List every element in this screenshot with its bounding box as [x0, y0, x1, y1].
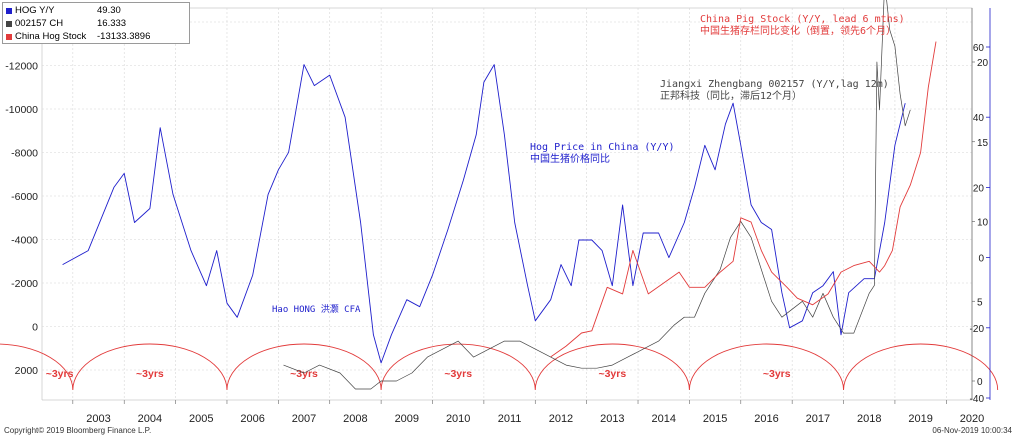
legend: HOG Y/Y 49.30 002157 CH 16.333 China Hog… — [2, 2, 190, 44]
x-tick-label: 2009 — [395, 413, 419, 425]
legend-item-hog: HOG Y/Y 49.30 — [6, 4, 186, 17]
legend-value: 16.333 — [97, 18, 127, 29]
cycle-label: ~3yrs — [290, 368, 318, 380]
cycle-label: ~3yrs — [444, 368, 472, 380]
cycle-label: ~3yrs — [136, 368, 164, 380]
x-tick-label: 2006 — [240, 413, 264, 425]
x-tick-label: 2019 — [908, 413, 932, 425]
x-tick-label: 2020 — [960, 413, 984, 425]
right-outer-tick-label: 40 — [973, 113, 985, 124]
cycle-arcs: ~3yrs ~3yrs ~3yrs ~3yrs ~3yrs ~3yrs — [0, 343, 999, 437]
legend-swatch — [6, 33, 12, 40]
cycle-label: ~3yrs — [763, 368, 791, 380]
x-tick-label: 2014 — [651, 413, 675, 425]
x-tick-label: 2008 — [343, 413, 367, 425]
annotation-jiangxi-en: Jiangxi Zhengbang 002157 (Y/Y,lag 12m) — [660, 79, 889, 90]
legend-swatch — [6, 20, 12, 27]
annotation-hog-price-cn: 中国生猪价格同比 — [530, 152, 610, 165]
left-tick-label: 2000 — [15, 365, 39, 377]
series-layer — [62, 0, 937, 390]
x-tick-label: 2015 — [703, 413, 727, 425]
left-tick-label: -8000 — [11, 148, 38, 160]
right-inner-tick-label: 15 — [977, 138, 989, 149]
x-tick-label: 2016 — [754, 413, 778, 425]
legend-item-hog-stock: China Hog Stock -13133.3896 — [6, 30, 186, 43]
series-line-hog-y-y — [62, 64, 906, 364]
x-tick-label: 2017 — [806, 413, 830, 425]
annotation-hog-price-en: Hog Price in China (Y/Y) — [530, 142, 675, 153]
left-tick-label: -10000 — [5, 104, 38, 116]
series-line-002157-ch — [283, 0, 911, 390]
cycle-arc-path — [0, 343, 999, 391]
right-inner-tick-label: 10 — [977, 218, 989, 229]
grid-lines — [41, 7, 973, 401]
x-tick-label: 2011 — [498, 413, 522, 425]
left-tick-label: -6000 — [11, 191, 38, 203]
annotation-pig-stock-en: China Pig Stock (Y/Y, lead 6 mths) — [700, 14, 905, 25]
x-tick-label: 2018 — [857, 413, 881, 425]
legend-value: -13133.3896 — [97, 31, 151, 42]
annotation-author: Hao HONG 洪灏 CFA — [272, 303, 361, 315]
x-tick-label: 2013 — [600, 413, 624, 425]
right-outer-tick-label: -40 — [970, 394, 985, 405]
series-line-china-hog-stock — [550, 41, 937, 358]
x-tick-label: 2004 — [138, 413, 162, 425]
legend-label: China Hog Stock — [15, 31, 87, 42]
timestamp-text: 06-Nov-2019 10:00:34 — [932, 426, 1012, 435]
right-inner-tick-label: 0 — [977, 377, 983, 388]
left-tick-label: -2000 — [11, 278, 38, 290]
x-tick-label: 2012 — [549, 413, 573, 425]
right-outer-tick-label: -20 — [970, 324, 985, 335]
right-inner-tick-label: 5 — [977, 297, 983, 308]
legend-value: 49.30 — [97, 5, 121, 16]
right-outer-tick-label: 0 — [978, 254, 984, 265]
legend-label: 002157 CH — [15, 18, 64, 29]
legend-swatch — [6, 7, 12, 14]
axes: 2003 2004 2005 2006 2007 2008 2009 2010 2011 2012… — [5, 8, 991, 425]
cycle-label: ~3yrs — [598, 368, 626, 380]
legend-label: HOG Y/Y — [15, 5, 55, 16]
annotation-pig-stock-cn: 中国生猪存栏同比变化（倒置，领先6个月） — [700, 24, 896, 37]
x-tick-label: 2007 — [292, 413, 316, 425]
copyright-text: Copyright© 2019 Bloomberg Finance L.P. — [4, 426, 152, 435]
right-outer-tick-label: 20 — [973, 183, 985, 194]
left-tick-label: -12000 — [5, 61, 38, 73]
left-tick-label: 0 — [32, 322, 38, 334]
cycle-label: ~3yrs — [46, 368, 74, 380]
x-tick-label: 2005 — [189, 413, 213, 425]
x-tick-label: 2010 — [446, 413, 470, 425]
left-tick-label: -4000 — [11, 235, 38, 247]
legend-item-002157: 002157 CH 16.333 — [6, 17, 186, 30]
right-inner-tick-label: 20 — [977, 58, 989, 69]
right-outer-tick-label: 60 — [973, 43, 985, 54]
annotation-jiangxi-cn: 正邦科技（同比，滞后12个月） — [660, 89, 802, 102]
annotations: China Pig Stock (Y/Y, lead 6 mths) 中国生猪存… — [272, 14, 905, 315]
x-tick-label: 2003 — [86, 413, 110, 425]
cycle-mask — [0, 400, 42, 437]
